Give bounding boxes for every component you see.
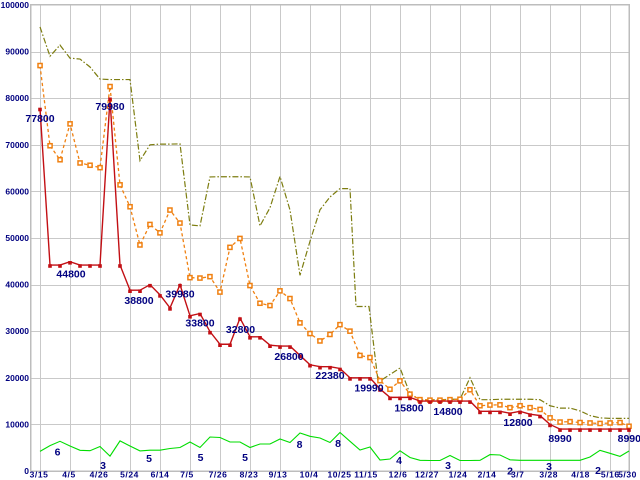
- svg-text:8990: 8990: [548, 433, 572, 445]
- svg-text:5: 5: [146, 453, 152, 465]
- svg-text:10/25: 10/25: [327, 470, 351, 480]
- svg-text:8: 8: [297, 439, 303, 451]
- svg-text:0: 0: [24, 466, 29, 476]
- svg-text:32800: 32800: [226, 324, 255, 336]
- svg-text:3/7: 3/7: [511, 470, 524, 480]
- svg-text:2: 2: [507, 465, 513, 477]
- svg-text:50000: 50000: [5, 233, 29, 243]
- svg-text:3/15: 3/15: [30, 470, 49, 480]
- svg-text:3: 3: [445, 460, 451, 472]
- svg-text:5/24: 5/24: [120, 470, 139, 480]
- svg-text:12/6: 12/6: [389, 470, 408, 480]
- svg-text:2/14: 2/14: [478, 470, 497, 480]
- svg-text:3/28: 3/28: [539, 470, 558, 480]
- svg-text:1/24: 1/24: [449, 470, 468, 480]
- svg-text:7/26: 7/26: [209, 470, 228, 480]
- svg-text:4/26: 4/26: [90, 470, 109, 480]
- svg-text:20000: 20000: [5, 373, 29, 383]
- svg-text:22380: 22380: [315, 370, 344, 382]
- svg-text:33800: 33800: [185, 318, 214, 330]
- svg-text:12/27: 12/27: [415, 470, 439, 480]
- svg-text:8: 8: [335, 438, 341, 450]
- svg-text:3: 3: [100, 460, 106, 472]
- svg-text:10000: 10000: [5, 419, 29, 429]
- svg-text:11/15: 11/15: [354, 470, 378, 480]
- svg-text:4/18: 4/18: [571, 470, 590, 480]
- svg-text:6: 6: [55, 446, 61, 458]
- svg-text:8/23: 8/23: [240, 470, 259, 480]
- svg-text:77800: 77800: [25, 113, 54, 125]
- svg-text:5: 5: [242, 452, 248, 464]
- svg-text:7/5: 7/5: [180, 470, 193, 480]
- svg-text:6/14: 6/14: [151, 470, 170, 480]
- svg-text:5: 5: [198, 452, 204, 464]
- svg-text:60000: 60000: [5, 186, 29, 196]
- svg-text:8990: 8990: [618, 433, 640, 445]
- svg-text:9/13: 9/13: [269, 470, 288, 480]
- svg-text:38800: 38800: [124, 295, 153, 307]
- svg-text:79980: 79980: [95, 101, 124, 113]
- svg-text:5/30: 5/30: [618, 470, 637, 480]
- svg-text:3: 3: [546, 461, 552, 473]
- svg-text:19990: 19990: [354, 382, 383, 394]
- svg-text:15800: 15800: [394, 403, 423, 415]
- svg-text:4: 4: [396, 455, 402, 467]
- svg-text:4/5: 4/5: [62, 470, 75, 480]
- svg-text:10/4: 10/4: [300, 470, 319, 480]
- svg-text:14800: 14800: [433, 406, 462, 418]
- svg-text:39980: 39980: [165, 288, 194, 300]
- svg-text:2: 2: [595, 465, 601, 477]
- svg-text:5/16: 5/16: [601, 470, 620, 480]
- svg-text:26800: 26800: [274, 351, 303, 363]
- svg-text:12800: 12800: [503, 417, 532, 429]
- svg-text:44800: 44800: [56, 268, 85, 280]
- svg-text:30000: 30000: [5, 326, 29, 336]
- svg-text:80000: 80000: [5, 93, 29, 103]
- svg-text:90000: 90000: [5, 47, 29, 57]
- svg-text:40000: 40000: [5, 280, 29, 290]
- svg-text:70000: 70000: [5, 140, 29, 150]
- svg-text:100000: 100000: [1, 0, 30, 10]
